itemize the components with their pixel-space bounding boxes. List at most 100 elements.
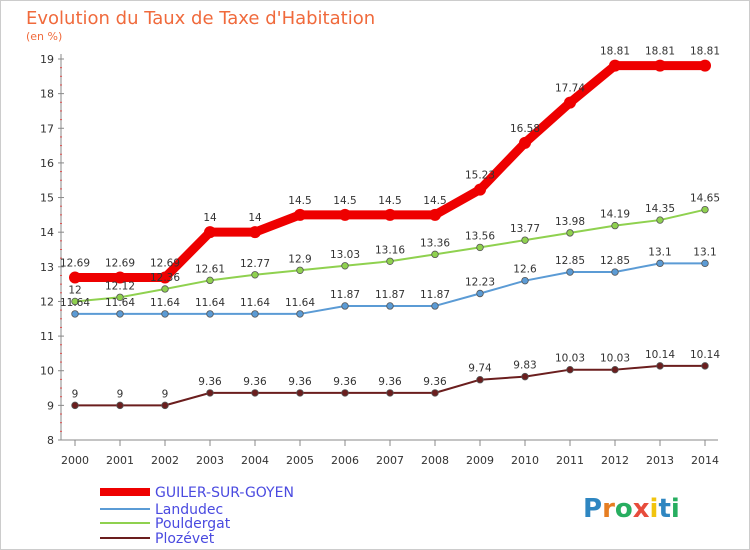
- legend-label: Pouldergat: [155, 516, 231, 532]
- logo-letter: x: [633, 494, 650, 524]
- data-point-plozevet: [431, 389, 439, 397]
- data-point-guiler-sur-goyen: [699, 59, 711, 72]
- x-tick-label: 2006: [331, 454, 359, 467]
- data-label-pouldergat: 12.9: [288, 253, 311, 265]
- data-point-guiler-sur-goyen: [114, 271, 126, 284]
- y-tick-label: 13: [40, 261, 54, 274]
- data-point-plozevet: [566, 365, 574, 374]
- data-label-pouldergat: 13.98: [555, 216, 585, 228]
- x-tick-label: 2001: [106, 454, 134, 467]
- x-tick-label: 2013: [646, 454, 674, 467]
- x-tick-label: 2003: [196, 454, 224, 467]
- data-label-guiler-sur-goyen: 12.69: [150, 258, 180, 270]
- data-label-plozevet: 9: [162, 388, 169, 400]
- y-tick-label: 15: [40, 192, 54, 205]
- data-point-guiler-sur-goyen: [654, 59, 666, 72]
- data-point-guiler-sur-goyen: [339, 208, 351, 221]
- y-tick-label: 10: [40, 365, 54, 378]
- data-label-plozevet: 10.03: [555, 353, 585, 365]
- legend: GUILER-SUR-GOYENLandudecPouldergatPlozév…: [100, 485, 294, 547]
- data-point-guiler-sur-goyen: [159, 271, 171, 284]
- data-point-plozevet: [701, 362, 709, 370]
- data-point-guiler-sur-goyen: [294, 208, 306, 221]
- data-point-plozevet: [611, 365, 619, 374]
- data-label-landudec: 11.64: [105, 297, 135, 309]
- data-label-guiler-sur-goyen: 12.69: [105, 258, 135, 270]
- data-point-landudec: [296, 310, 304, 318]
- data-point-plozevet: [206, 389, 214, 397]
- data-point-pouldergat: [161, 285, 169, 293]
- data-label-pouldergat: 14.19: [600, 209, 630, 221]
- data-point-guiler-sur-goyen: [519, 136, 531, 149]
- x-tick-label: 2011: [556, 454, 584, 467]
- data-label-guiler-sur-goyen: 18.81: [645, 46, 675, 58]
- data-label-plozevet: 9.36: [378, 376, 402, 388]
- data-label-plozevet: 9: [72, 388, 79, 400]
- data-label-plozevet: 10.14: [690, 349, 720, 361]
- data-label-guiler-sur-goyen: 14.5: [333, 195, 356, 207]
- data-label-guiler-sur-goyen: 15.23: [465, 170, 495, 182]
- data-label-landudec: 11.64: [150, 297, 180, 309]
- data-point-plozevet: [116, 401, 124, 410]
- data-label-landudec: 11.64: [195, 297, 225, 309]
- data-label-landudec: 11.64: [240, 297, 270, 309]
- data-label-pouldergat: 12.61: [195, 263, 225, 275]
- x-tick-label: 2009: [466, 454, 494, 467]
- data-label-plozevet: 9: [117, 388, 124, 400]
- data-point-landudec: [566, 268, 574, 276]
- data-point-guiler-sur-goyen: [609, 59, 621, 72]
- y-tick-label: 11: [40, 330, 54, 343]
- y-tick-label: 18: [40, 88, 54, 101]
- data-label-plozevet: 9.83: [513, 360, 536, 372]
- data-point-guiler-sur-goyen: [429, 208, 441, 221]
- data-point-pouldergat: [71, 297, 79, 306]
- data-label-landudec: 11.87: [375, 289, 405, 301]
- data-label-landudec: 13.1: [648, 246, 671, 258]
- data-point-landudec: [386, 302, 394, 310]
- x-tick-label: 2007: [376, 454, 404, 467]
- axes: 8 9 10 11 12 13 14 15 16 17 18 19 2000 2001 2002 2003 20…: [40, 53, 719, 467]
- data-label-guiler-sur-goyen: 14.5: [423, 195, 446, 207]
- data-label-pouldergat: 14.65: [690, 193, 720, 205]
- data-labels: 9 9 9 9.36 9.36 9.36 9.36 9.36 9.36 9.74 9.83 10.03…: [60, 46, 720, 401]
- data-point-plozevet: [656, 362, 664, 370]
- data-point-plozevet: [386, 389, 394, 397]
- data-label-pouldergat: 13.03: [330, 249, 360, 261]
- logo-text: Proxiti: [583, 494, 680, 524]
- data-label-plozevet: 9.36: [423, 376, 447, 388]
- data-point-pouldergat: [386, 257, 394, 265]
- x-tick-label: 2005: [286, 454, 314, 467]
- data-label-guiler-sur-goyen: 14.5: [288, 195, 311, 207]
- data-point-pouldergat: [206, 276, 214, 285]
- data-point-landudec: [341, 302, 349, 310]
- data-point-pouldergat: [296, 266, 304, 274]
- data-label-pouldergat: 14.35: [645, 203, 675, 215]
- data-label-pouldergat: 13.16: [375, 244, 405, 256]
- data-label-plozevet: 9.36: [198, 376, 222, 388]
- data-label-landudec: 12.6: [513, 264, 537, 276]
- data-label-guiler-sur-goyen: 12.69: [60, 258, 90, 270]
- data-point-pouldergat: [116, 293, 124, 301]
- x-tick-label: 2014: [691, 454, 719, 467]
- data-point-pouldergat: [521, 236, 529, 244]
- data-label-plozevet: 9.74: [468, 363, 492, 375]
- y-tick-label: 9: [47, 399, 54, 412]
- data-point-landudec: [116, 310, 124, 318]
- logo-letter: i: [650, 494, 659, 524]
- data-label-pouldergat: 12.77: [240, 258, 270, 270]
- data-label-guiler-sur-goyen: 18.81: [600, 46, 630, 58]
- data-label-landudec: 11.64: [285, 297, 315, 309]
- data-label-landudec: 13.1: [693, 246, 716, 258]
- data-point-landudec: [656, 259, 664, 268]
- data-label-landudec: 11.64: [60, 297, 90, 309]
- data-label-plozevet: 9.36: [243, 376, 267, 388]
- data-point-pouldergat: [431, 250, 439, 259]
- x-tick-label: 2004: [241, 454, 269, 467]
- data-point-plozevet: [251, 389, 259, 397]
- chart-unit-label: (en %): [26, 30, 62, 43]
- data-label-landudec: 12.23: [465, 276, 495, 288]
- series-layer: [69, 59, 711, 410]
- data-label-guiler-sur-goyen: 14: [248, 212, 262, 224]
- data-label-guiler-sur-goyen: 16.58: [510, 123, 540, 135]
- data-point-plozevet: [71, 401, 79, 410]
